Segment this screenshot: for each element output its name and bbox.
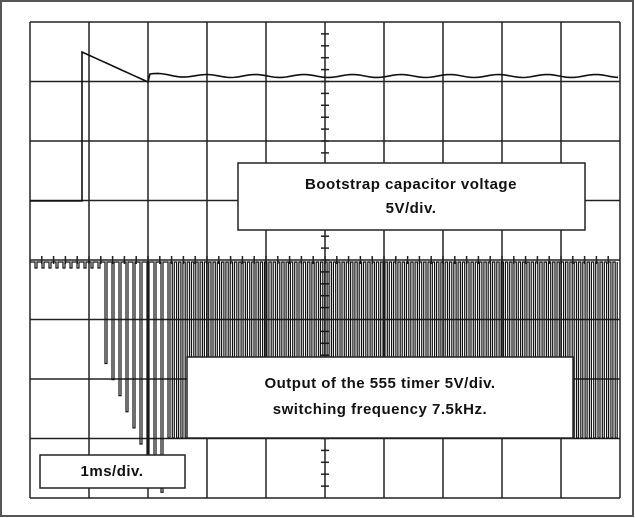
lower-trace-label: Output of the 555 timer 5V/div.: [264, 375, 495, 392]
lower-trace-frequency: switching frequency 7.5kHz.: [273, 401, 487, 418]
upper-trace-label: Bootstrap capacitor voltage: [305, 176, 517, 193]
waveforms: [30, 50, 619, 493]
timebase-label: 1ms/div.: [81, 463, 144, 480]
lower-label-box: [186, 356, 574, 439]
upper-trace: [30, 50, 619, 202]
lower-trace: [30, 261, 618, 493]
upper-label-box: [237, 162, 586, 231]
upper-trace-scale: 5V/div.: [386, 200, 437, 217]
timebase-box: [39, 454, 186, 489]
